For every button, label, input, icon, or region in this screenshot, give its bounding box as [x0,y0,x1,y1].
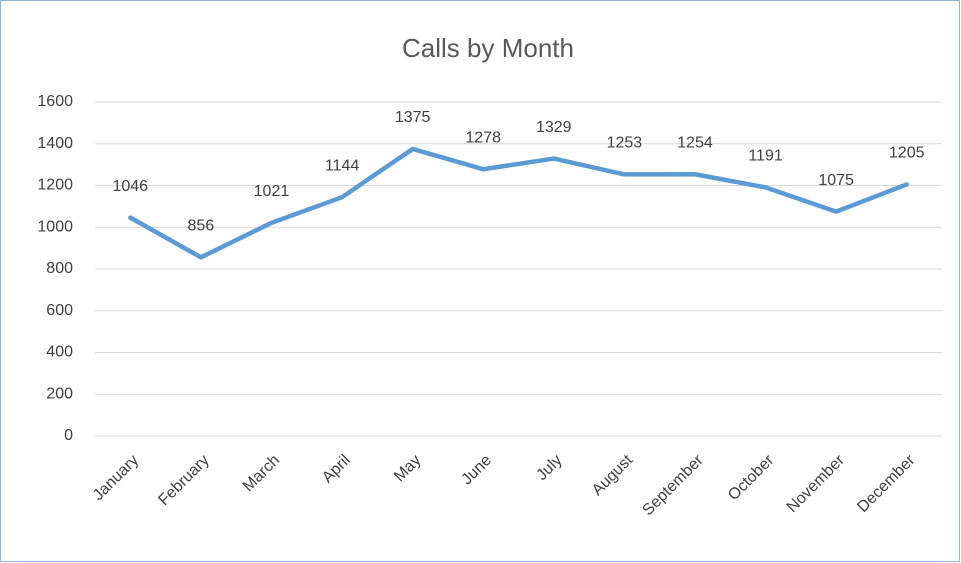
data-label: 1075 [818,172,854,189]
y-tick-label: 1200 [37,177,73,194]
data-label: 1375 [395,109,431,126]
y-tick-label: 400 [46,344,73,361]
data-label: 1021 [254,183,290,200]
y-tick-label: 1400 [37,135,73,152]
data-label: 1329 [536,119,572,136]
line-series [128,146,909,260]
y-tick-label: 800 [46,260,73,277]
data-label: 1046 [112,178,148,195]
data-label: 1254 [677,134,713,151]
chart-title: Calls by Month [402,33,574,63]
y-tick-label: 1600 [37,93,73,110]
data-label: 1144 [325,157,360,174]
y-tick-label: 1000 [37,218,73,235]
data-label: 1205 [889,145,925,162]
data-label: 1278 [465,129,501,146]
y-tick-label: 200 [46,385,73,402]
y-tick-label: 0 [64,427,73,444]
y-tick-label: 600 [46,302,73,319]
data-label: 856 [188,218,215,235]
data-label: 1191 [748,148,783,165]
data-label: 1253 [607,135,643,152]
